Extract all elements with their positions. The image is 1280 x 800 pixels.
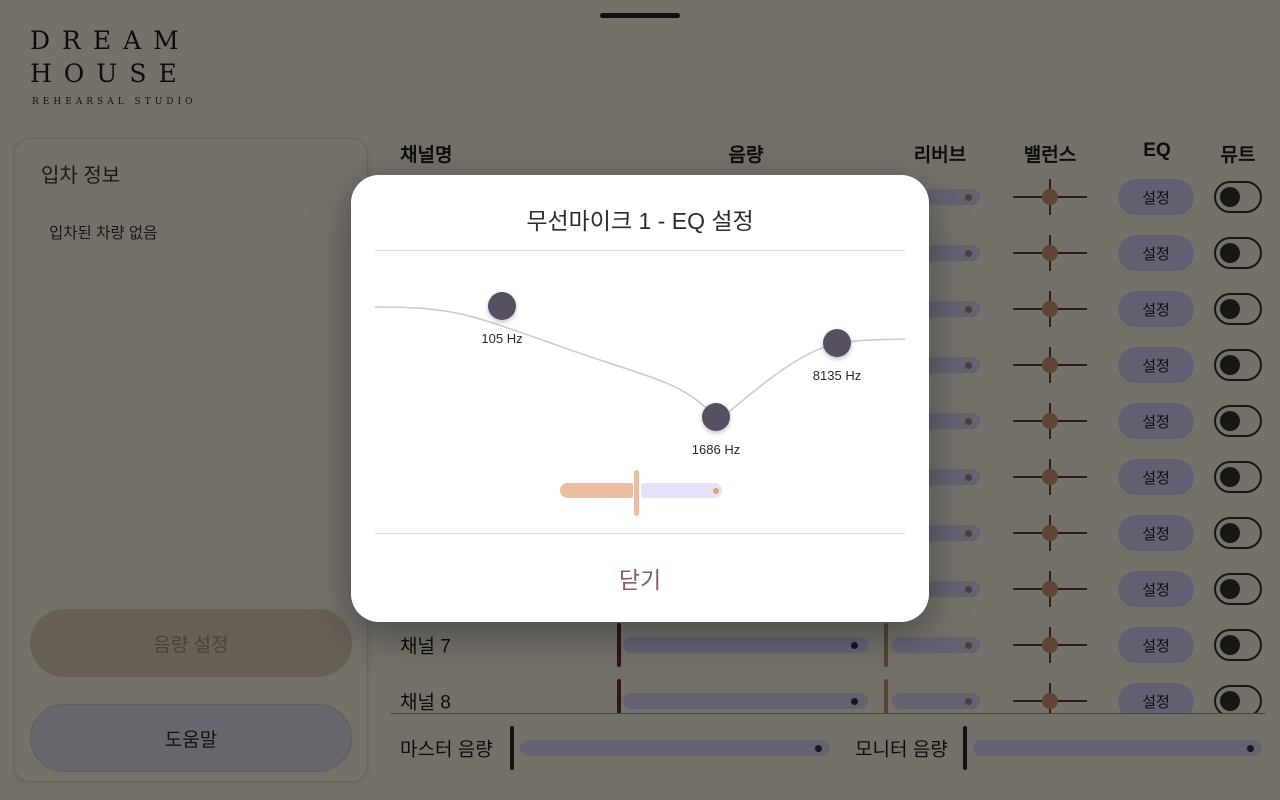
eq-point-frequency-label: 105 Hz [481,331,523,346]
gain-slider-thumb[interactable] [633,470,639,516]
gain-slider-inactive-track[interactable] [641,483,722,498]
eq-curve [374,306,906,419]
eq-point-handle[interactable] [488,292,516,320]
eq-settings-dialog: 무선마이크 1 - EQ 설정 105 Hz 1686 Hz 8135 Hz 닫기 [351,175,929,622]
eq-point-handle[interactable] [823,329,851,357]
eq-curve-editor[interactable]: 105 Hz 1686 Hz 8135 Hz [351,250,929,533]
gain-slider-active-track[interactable] [560,483,633,498]
dialog-title: 무선마이크 1 - EQ 설정 [526,208,754,234]
gain-slider-tick [713,487,719,494]
eq-point-handle[interactable] [702,403,730,431]
eq-point-frequency-label: 1686 Hz [691,442,741,457]
dialog-title-divider [375,250,905,251]
close-button[interactable]: 닫기 [351,534,929,622]
eq-point-frequency-label: 8135 Hz [812,368,862,383]
dialog-footer-divider [375,533,905,534]
